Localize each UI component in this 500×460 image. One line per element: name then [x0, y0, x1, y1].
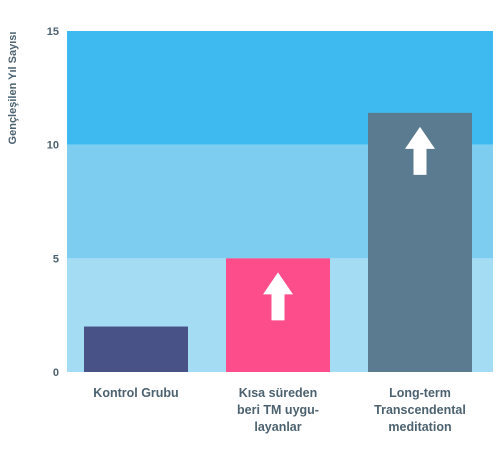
y-tick-label-2: 10	[47, 140, 59, 152]
x-tick-label-2: Long-term Transcendental meditation	[374, 386, 466, 434]
y-tick-label-3: 15	[47, 26, 59, 38]
bar-0	[84, 326, 188, 372]
y-axis-ticks: 0 5 10 15	[47, 26, 59, 379]
y-tick-label-0: 0	[53, 367, 59, 379]
bar-arrows	[263, 126, 435, 321]
x-axis-labels: Kontrol Grubu Kısa süreden beri TM uygu-la…	[93, 386, 466, 434]
up-arrow-icon	[405, 126, 435, 175]
y-tick-label-1: 5	[53, 253, 59, 265]
x-tick-label-0: Kontrol Grubu	[93, 386, 178, 400]
x-tick-label-1: Kısa süreden beri TM uygu-layanlar	[237, 386, 319, 434]
up-arrow-icon	[263, 272, 293, 321]
y-axis-label: Gençleşilen Yıl Sayısı	[7, 32, 19, 145]
